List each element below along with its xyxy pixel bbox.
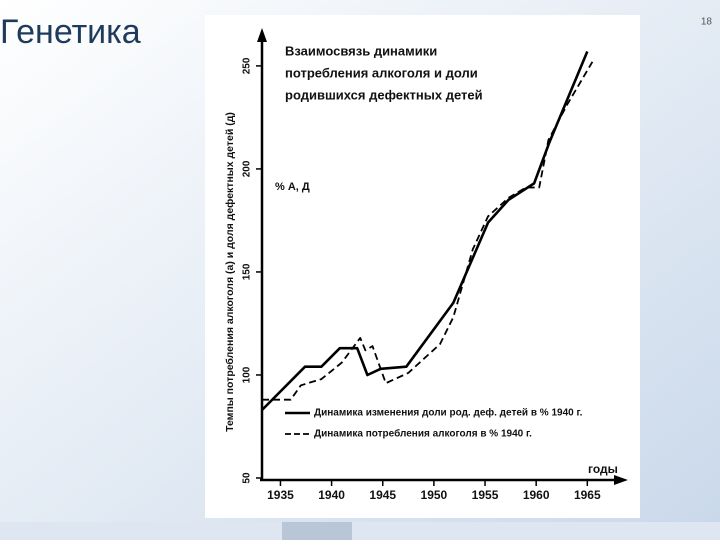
slide-title: Генетика (0, 13, 141, 51)
y-tick-label: 100 (242, 366, 253, 383)
y-tick-label: 150 (242, 263, 253, 280)
chart-title-line: Взаимосвязь динамики (285, 43, 437, 58)
y-tick-label: 50 (242, 472, 253, 484)
legend-label: Динамика потребления алкоголя в % 1940 г… (314, 428, 532, 440)
series-line (261, 50, 589, 411)
x-tick-label: 1935 (267, 488, 294, 502)
y-axis-label: Темпы потребления алкоголя (а) и доля де… (224, 112, 236, 432)
x-tick-label: 1945 (369, 488, 396, 502)
x-tick-label: 1950 (421, 488, 448, 502)
legend-label: Динамика изменения доли род. деф. детей … (314, 407, 583, 419)
x-tick-label: 1940 (318, 488, 345, 502)
x-tick-label: 1960 (523, 488, 550, 502)
series-line (262, 61, 594, 401)
x-axis-arrow (614, 475, 628, 485)
chart-title-line: родившихся дефектных детей (285, 87, 483, 102)
y-tick-label: 250 (242, 57, 253, 74)
y-axis-arrow (257, 28, 267, 42)
annotation: % А, Д (275, 181, 310, 193)
y-tick-label: 200 (242, 160, 253, 177)
footer-block (282, 522, 352, 540)
x-axis-label: годы (588, 462, 618, 476)
page-number: 18 (701, 17, 713, 28)
chart: Взаимосвязь динамики потребления алкогол… (224, 28, 628, 502)
x-tick-label: 1965 (574, 488, 601, 502)
chart-title-line: потребления алкоголя и доли (285, 65, 478, 80)
footer-strip (0, 522, 720, 540)
x-tick-label: 1955 (472, 488, 499, 502)
